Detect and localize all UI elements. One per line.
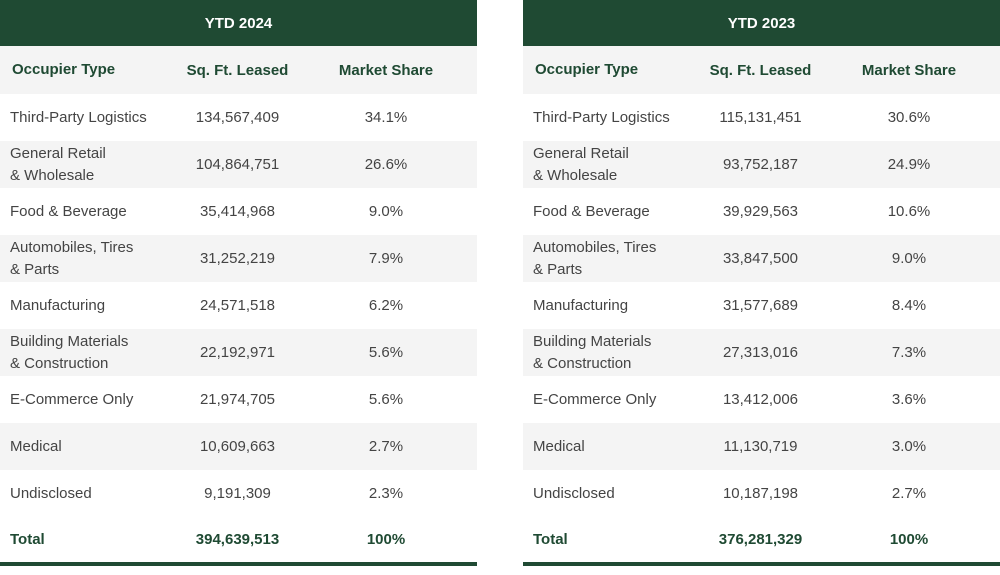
table-ytd-2023: YTD 2023 Occupier Type Sq. Ft. Leased Ma… — [523, 0, 1000, 566]
occupier-type-cell: Undisclosed — [533, 484, 615, 502]
sq-ft-leased-cell: 104,864,751 — [195, 156, 280, 173]
occupier-type-cell: Medical — [10, 437, 62, 455]
occupier-type-cell: General Retail & Wholesale — [533, 144, 629, 184]
total-row: Total 376,281,329 100% — [523, 517, 1000, 566]
market-share-cell: 5.6% — [368, 391, 404, 408]
sq-ft-leased-cell: 115,131,451 — [719, 109, 802, 126]
table-title: YTD 2023 — [523, 0, 1000, 46]
table-row: General Retail & Wholesale 93,752,187 24.9… — [523, 141, 1000, 188]
sq-ft-leased-cell: 13,412,006 — [722, 391, 799, 408]
header-market-share: Market Share — [338, 61, 434, 79]
table-row: Automobiles, Tires & Parts 33,847,500 9.0% — [523, 235, 1000, 282]
occupier-type-cell: Building Materials & Construction — [10, 332, 129, 372]
occupier-type-cell: Manufacturing — [533, 296, 629, 314]
total-label: Total — [10, 530, 45, 548]
header-occupier-type: Occupier Type — [12, 61, 116, 78]
occupier-type-cell: Third-Party Logistics — [533, 108, 670, 126]
header-occupier-type: Occupier Type — [535, 61, 639, 78]
sq-ft-leased-cell: 10,187,198 — [722, 485, 799, 502]
total-market-share: 100% — [366, 531, 406, 548]
sq-ft-leased-cell: 21,974,705 — [199, 391, 276, 408]
sq-ft-leased-cell: 22,192,971 — [199, 344, 276, 361]
market-share-cell: 34.1% — [364, 109, 408, 126]
occupier-type-cell: Automobiles, Tires & Parts — [10, 238, 134, 278]
market-share-cell: 3.6% — [891, 391, 927, 408]
table-row: Manufacturing 24,571,518 6.2% — [0, 282, 477, 329]
table-row: E-Commerce Only 21,974,705 5.6% — [0, 376, 477, 423]
sq-ft-leased-cell: 35,414,968 — [199, 203, 276, 220]
occupier-type-cell: Building Materials & Construction — [533, 332, 652, 372]
market-share-cell: 8.4% — [891, 297, 927, 314]
header-sq-ft-leased: Sq. Ft. Leased — [709, 61, 812, 79]
table-header-row: Occupier Type Sq. Ft. Leased Market Shar… — [523, 46, 1000, 94]
occupier-type-cell: General Retail & Wholesale — [10, 144, 106, 184]
market-share-cell: 7.9% — [368, 250, 404, 267]
table-row: E-Commerce Only 13,412,006 3.6% — [523, 376, 1000, 423]
market-share-cell: 9.0% — [368, 203, 404, 220]
table-row: Medical 11,130,719 3.0% — [523, 423, 1000, 470]
market-share-cell: 7.3% — [891, 344, 927, 361]
table-row: Building Materials & Construction 27,313,… — [523, 329, 1000, 376]
table-row: Food & Beverage 39,929,563 10.6% — [523, 188, 1000, 235]
sq-ft-leased-cell: 31,577,689 — [722, 297, 799, 314]
header-sq-ft-leased: Sq. Ft. Leased — [186, 61, 289, 79]
sq-ft-leased-cell: 33,847,500 — [722, 250, 799, 267]
occupier-type-cell: Food & Beverage — [10, 202, 127, 220]
table-row: Undisclosed 9,191,309 2.3% — [0, 470, 477, 517]
table-header-row: Occupier Type Sq. Ft. Leased Market Shar… — [0, 46, 477, 94]
table-row: Undisclosed 10,187,198 2.7% — [523, 470, 1000, 517]
total-sq-ft: 394,639,513 — [195, 531, 280, 548]
sq-ft-leased-cell: 93,752,187 — [722, 156, 799, 173]
market-share-cell: 5.6% — [368, 344, 404, 361]
occupier-type-cell: E-Commerce Only — [10, 390, 134, 408]
table-title: YTD 2024 — [0, 0, 477, 46]
occupier-type-cell: Food & Beverage — [533, 202, 650, 220]
market-share-cell: 24.9% — [887, 156, 931, 173]
sq-ft-leased-cell: 9,191,309 — [204, 485, 271, 502]
sq-ft-leased-cell: 134,567,409 — [195, 109, 280, 126]
market-share-cell: 26.6% — [364, 156, 408, 173]
table-row: General Retail & Wholesale 104,864,751 26.… — [0, 141, 477, 188]
sq-ft-leased-cell: 11,130,719 — [723, 438, 798, 455]
total-label: Total — [533, 530, 568, 548]
sq-ft-leased-cell: 24,571,518 — [199, 297, 276, 314]
market-share-cell: 2.3% — [368, 485, 404, 502]
market-share-cell: 3.0% — [891, 438, 927, 455]
header-market-share: Market Share — [861, 61, 957, 79]
table-row: Manufacturing 31,577,689 8.4% — [523, 282, 1000, 329]
total-market-share: 100% — [889, 531, 929, 548]
occupier-type-cell: E-Commerce Only — [533, 390, 657, 408]
table-row: Automobiles, Tires & Parts 31,252,219 7.9% — [0, 235, 477, 282]
occupier-type-cell: Medical — [533, 437, 585, 455]
occupier-type-cell: Undisclosed — [10, 484, 92, 502]
table-row: Third-Party Logistics 115,131,451 30.6% — [523, 94, 1000, 141]
sq-ft-leased-cell: 27,313,016 — [722, 344, 799, 361]
occupier-type-cell: Automobiles, Tires & Parts — [533, 238, 657, 278]
table-ytd-2024: YTD 2024 Occupier Type Sq. Ft. Leased Ma… — [0, 0, 477, 566]
market-share-cell: 30.6% — [887, 109, 931, 126]
market-share-cell: 2.7% — [891, 485, 927, 502]
occupier-type-cell: Third-Party Logistics — [10, 108, 147, 126]
table-row: Medical 10,609,663 2.7% — [0, 423, 477, 470]
market-share-cell: 2.7% — [368, 438, 404, 455]
table-row: Third-Party Logistics 134,567,409 34.1% — [0, 94, 477, 141]
sq-ft-leased-cell: 39,929,563 — [722, 203, 799, 220]
sq-ft-leased-cell: 31,252,219 — [199, 250, 276, 267]
total-row: Total 394,639,513 100% — [0, 517, 477, 566]
market-share-cell: 6.2% — [368, 297, 404, 314]
table-row: Food & Beverage 35,414,968 9.0% — [0, 188, 477, 235]
total-sq-ft: 376,281,329 — [718, 531, 803, 548]
table-row: Building Materials & Construction 22,192,… — [0, 329, 477, 376]
occupier-type-cell: Manufacturing — [10, 296, 106, 314]
market-share-cell: 9.0% — [891, 250, 927, 267]
market-share-cell: 10.6% — [887, 203, 931, 220]
sq-ft-leased-cell: 10,609,663 — [199, 438, 276, 455]
